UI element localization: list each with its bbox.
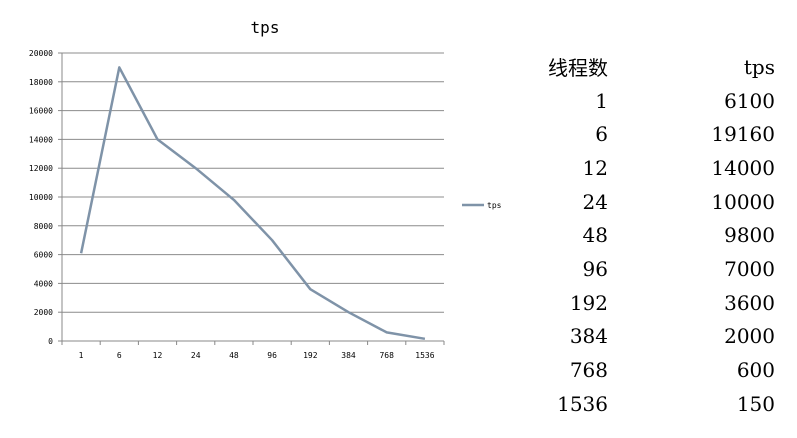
table-row: 384 2000: [530, 320, 775, 354]
cell-threads: 48: [582, 223, 608, 248]
cell-tps: 10000: [711, 189, 775, 214]
x-tick-label: 192: [303, 351, 318, 360]
cell-tps: 14000: [711, 155, 775, 180]
cell-tps: 2000: [724, 324, 775, 349]
x-tick-label: 12: [153, 351, 163, 360]
y-tick-label: 2000: [34, 308, 53, 317]
legend-label: tps: [487, 201, 502, 210]
cell-threads: 96: [582, 256, 608, 281]
table-row: 12 14000: [530, 151, 775, 185]
cell-tps: 9800: [724, 223, 775, 248]
cell-tps: 150: [736, 391, 775, 416]
data-table: 线程数 tps 1 6100 6 19160 12 14000 24 10000 48 9800 9…: [530, 50, 775, 421]
y-tick-label: 10000: [29, 193, 53, 202]
x-tick-label: 1: [79, 351, 84, 360]
y-tick-label: 0: [48, 337, 53, 346]
cell-tps: 600: [736, 358, 775, 383]
cell-tps: 7000: [724, 256, 775, 281]
y-tick-label: 16000: [29, 107, 53, 116]
y-tick-label: 8000: [34, 222, 53, 231]
x-tick-label: 24: [191, 351, 201, 360]
x-tick-label: 96: [267, 351, 277, 360]
cell-threads: 1536: [557, 391, 608, 416]
x-tick-label: 6: [117, 351, 122, 360]
table-row: 1536 150: [530, 387, 775, 421]
cell-threads: 12: [582, 155, 608, 180]
cell-tps: 6100: [724, 88, 775, 113]
y-tick-label: 6000: [34, 251, 53, 260]
x-tick-label: 768: [379, 351, 394, 360]
table-row: 192 3600: [530, 286, 775, 320]
series-line-tps: [79, 66, 426, 341]
cell-threads: 192: [569, 290, 608, 315]
x-tick-label: 1536: [415, 351, 434, 360]
cell-threads: 24: [582, 189, 608, 214]
chart-title: tps: [250, 18, 280, 37]
table-header-row: 线程数 tps: [530, 50, 775, 84]
table-row: 6 19160: [530, 117, 775, 151]
y-tick-label: 4000: [34, 279, 53, 288]
y-tick-label: 14000: [29, 135, 53, 144]
table-row: 768 600: [530, 353, 775, 387]
x-tick-label: 384: [341, 351, 356, 360]
cell-threads: 1: [595, 88, 608, 113]
table-row: 48 9800: [530, 218, 775, 252]
line-chart: tps 0 2000 4000 6000 8000 10000 12000 14000 1600…: [29, 18, 502, 360]
y-tick-label: 12000: [29, 164, 53, 173]
cell-threads: 768: [569, 358, 608, 383]
header-threads: 线程数: [548, 56, 608, 81]
cell-threads: 384: [569, 324, 608, 349]
x-tick-label: 48: [229, 351, 239, 360]
chart-svg: 0 2000 4000 6000 8000 10000 12000 14000 16000 180…: [29, 49, 502, 360]
table-row: 24 10000: [530, 185, 775, 219]
y-tick-label: 18000: [29, 78, 53, 87]
cell-tps: 3600: [724, 290, 775, 315]
header-tps: tps: [743, 54, 775, 79]
y-tick-label: 20000: [29, 49, 53, 58]
table-row: 96 7000: [530, 252, 775, 286]
table-row: 1 6100: [530, 84, 775, 118]
cell-tps: 19160: [711, 122, 775, 147]
cell-threads: 6: [595, 122, 608, 147]
